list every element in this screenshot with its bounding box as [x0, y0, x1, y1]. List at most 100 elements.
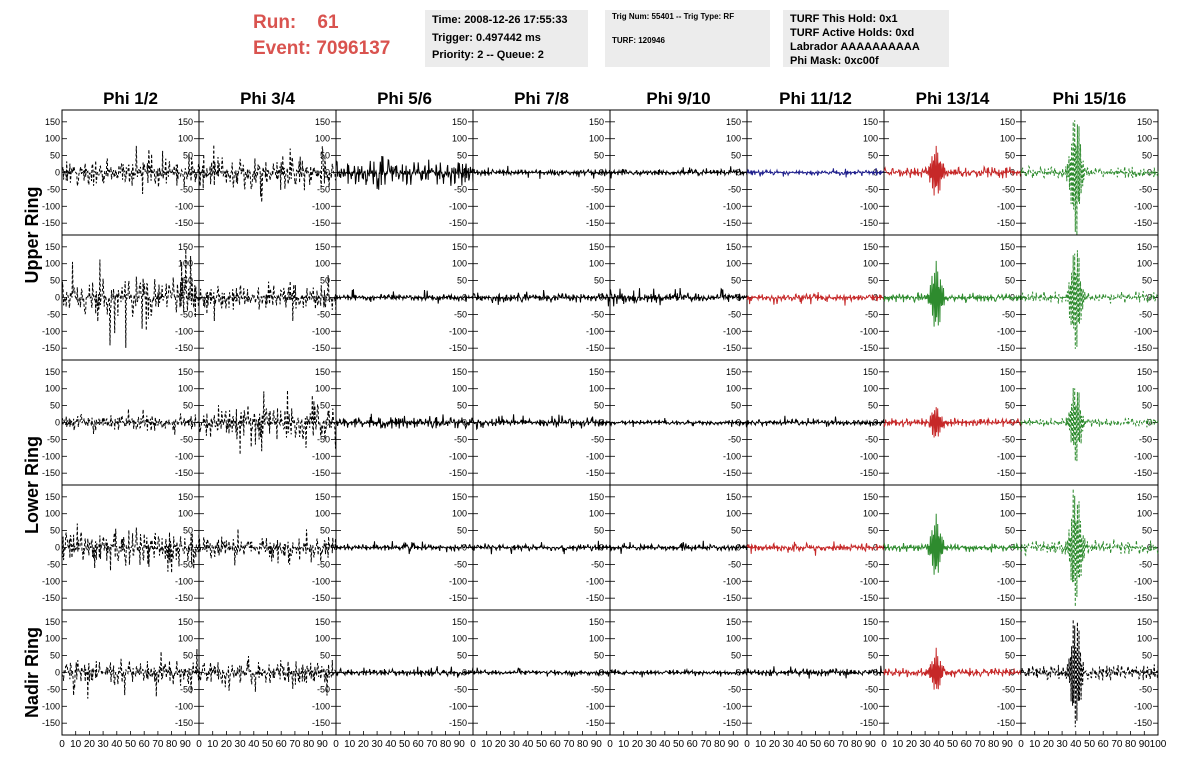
y-tick-label: -100 — [723, 701, 741, 711]
x-tick-label: 0 — [333, 739, 339, 750]
x-tick-label: 90 — [1139, 739, 1151, 750]
y-tick-label: 150 — [315, 617, 330, 627]
x-tick-label: 50 — [125, 739, 137, 750]
x-tick-label: 10 — [207, 739, 219, 750]
y-tick-label: -100 — [175, 326, 193, 336]
y-tick-label: -100 — [997, 326, 1015, 336]
x-tick-label: 100 — [1150, 739, 1167, 750]
y-tick-label: 50 — [594, 526, 604, 536]
waveform-trace — [335, 155, 474, 190]
y-tick-label: 50 — [1005, 151, 1015, 161]
y-tick-label: 100 — [1000, 634, 1015, 644]
y-tick-label: 150 — [452, 367, 467, 377]
x-tick-label: 80 — [577, 739, 589, 750]
waveform-trace — [883, 513, 1022, 575]
y-tick-label: -50 — [865, 559, 878, 569]
priority-text: Priority: 2 -- Queue: 2 — [432, 49, 544, 61]
y-tick-label: -50 — [1002, 184, 1015, 194]
y-tick-label-left: -50 — [47, 434, 60, 444]
y-tick-label: 150 — [863, 617, 878, 627]
x-tick-label: 20 — [769, 739, 781, 750]
y-tick-label: -50 — [728, 559, 741, 569]
x-tick-label: 10 — [618, 739, 630, 750]
y-tick-label: -100 — [312, 326, 330, 336]
y-tick-label: 50 — [731, 151, 741, 161]
y-tick-label: -100 — [312, 201, 330, 211]
y-tick-label: 150 — [315, 367, 330, 377]
ring-label: Nadir Ring — [22, 627, 42, 718]
y-tick-label: -50 — [454, 309, 467, 319]
y-tick-label: 50 — [457, 401, 467, 411]
y-tick-label: -50 — [180, 184, 193, 194]
y-tick-label: 150 — [863, 492, 878, 502]
y-tick-label: -100 — [723, 326, 741, 336]
y-tick-label: 50 — [868, 151, 878, 161]
y-tick-label: 50 — [731, 651, 741, 661]
y-tick-label: 150 — [315, 242, 330, 252]
y-tick-label: -150 — [312, 593, 330, 603]
y-tick-label: -100 — [175, 201, 193, 211]
y-tick-label: -150 — [586, 468, 604, 478]
column-title: Phi 1/2 — [103, 89, 158, 108]
x-tick-label: 60 — [550, 739, 562, 750]
y-tick-label: 50 — [320, 151, 330, 161]
x-tick-label: 40 — [1070, 739, 1082, 750]
y-tick-label: 150 — [726, 117, 741, 127]
y-tick-label: 100 — [1137, 509, 1152, 519]
y-tick-label: -150 — [449, 468, 467, 478]
x-tick-label: 60 — [687, 739, 699, 750]
y-tick-label: 150 — [863, 367, 878, 377]
y-tick-label: -50 — [865, 309, 878, 319]
y-tick-label: 50 — [594, 276, 604, 286]
y-tick-label: -150 — [449, 593, 467, 603]
y-tick-label: 150 — [452, 617, 467, 627]
y-tick-label: -50 — [1002, 684, 1015, 694]
y-tick-label: 100 — [589, 509, 604, 519]
x-tick-label: 80 — [303, 739, 315, 750]
y-tick-label: 50 — [1142, 526, 1152, 536]
event-label: Event: — [253, 38, 312, 59]
waveform-trace — [472, 414, 611, 431]
y-tick-label: -150 — [312, 218, 330, 228]
y-tick-label: 150 — [178, 492, 193, 502]
y-tick-label: 50 — [320, 276, 330, 286]
x-tick-label: 0 — [196, 739, 202, 750]
column-title: Phi 11/12 — [779, 89, 852, 108]
waveform-trace — [609, 667, 748, 678]
x-tick-label: 80 — [1125, 739, 1137, 750]
y-tick-label: -150 — [312, 468, 330, 478]
y-tick-label: -100 — [1134, 701, 1152, 711]
y-tick-label: -100 — [1134, 576, 1152, 586]
x-tick-label: 30 — [920, 739, 932, 750]
y-tick-label: 50 — [457, 651, 467, 661]
y-tick-label-left: -100 — [42, 201, 60, 211]
waveform-trace — [609, 540, 748, 554]
waveform-trace — [746, 415, 885, 428]
y-tick-label: 100 — [1000, 259, 1015, 269]
x-tick-label: 90 — [454, 739, 466, 750]
x-tick-label: 30 — [646, 739, 658, 750]
y-tick-label-left: -150 — [42, 343, 60, 353]
waveform-trace — [1020, 619, 1159, 728]
y-tick-label: 150 — [1000, 367, 1015, 377]
y-tick-label: 100 — [452, 634, 467, 644]
trigger-text: Trigger: 0.497442 ms — [432, 31, 541, 44]
waveform-trace — [746, 665, 885, 679]
y-tick-label: 50 — [320, 526, 330, 536]
y-tick-label-left: -50 — [47, 184, 60, 194]
x-tick-label: 80 — [166, 739, 178, 750]
y-tick-label: 50 — [868, 401, 878, 411]
y-tick-label: -100 — [860, 576, 878, 586]
y-tick-label: 50 — [868, 651, 878, 661]
y-tick-label: 100 — [315, 384, 330, 394]
y-tick-label: -150 — [1134, 218, 1152, 228]
y-tick-label: -50 — [317, 184, 330, 194]
y-tick-label: -150 — [175, 468, 193, 478]
column-title: Phi 5/6 — [377, 89, 432, 108]
waveform-trace — [1020, 250, 1159, 349]
y-tick-label: -100 — [860, 201, 878, 211]
waveform-trace — [335, 413, 474, 430]
y-tick-label: 100 — [863, 384, 878, 394]
waveform-trace — [198, 275, 337, 322]
x-tick-label: 20 — [358, 739, 370, 750]
